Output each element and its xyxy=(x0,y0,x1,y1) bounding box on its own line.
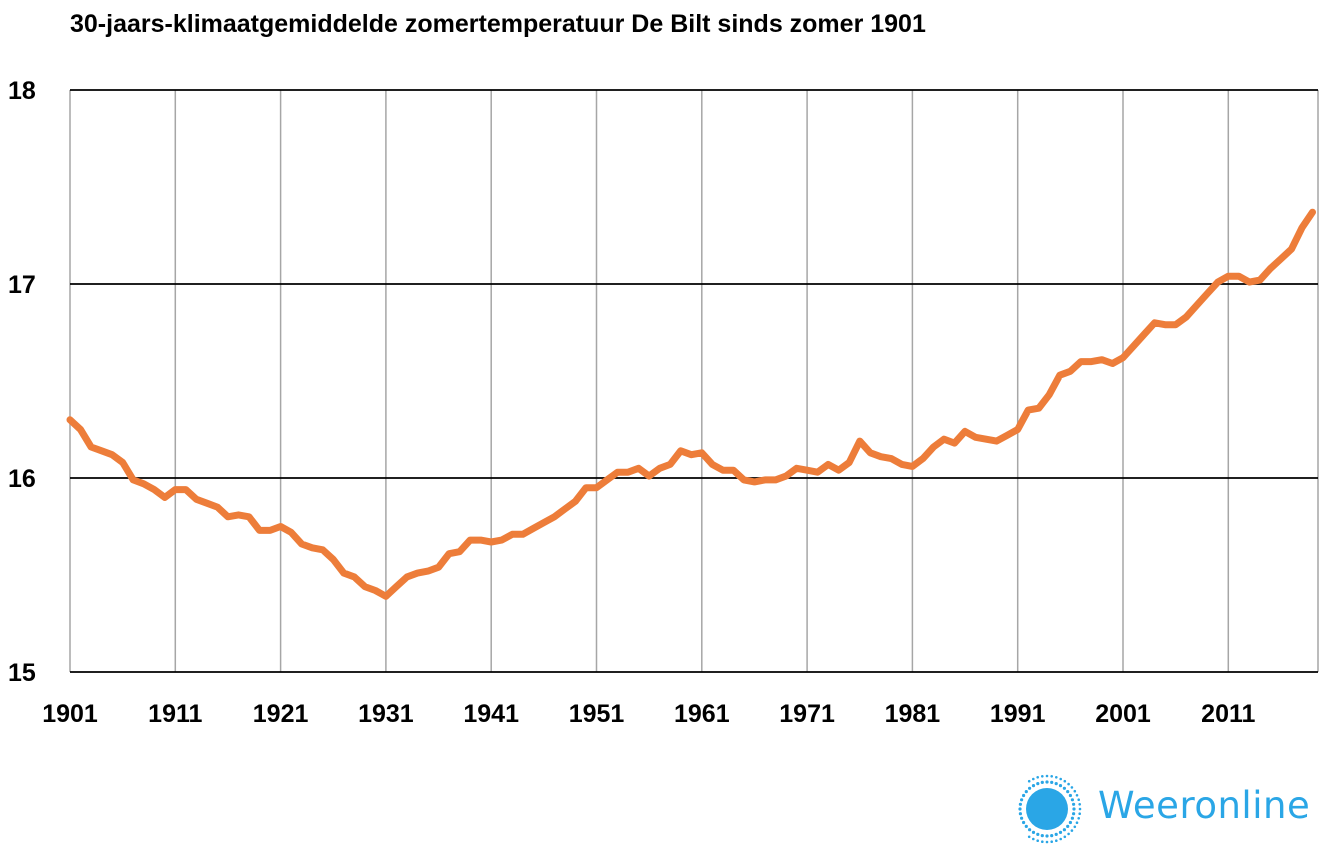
x-tick-label: 1931 xyxy=(358,700,414,728)
sun-ray xyxy=(1070,798,1074,802)
sun-ray xyxy=(1077,798,1080,801)
sun-ray xyxy=(1054,832,1058,836)
sun-ray xyxy=(1045,840,1049,844)
sun-ray xyxy=(1063,835,1067,839)
sun-ray xyxy=(1078,812,1081,815)
sun-logo-icon xyxy=(1018,774,1082,844)
sun-ray xyxy=(1022,793,1026,798)
brand-name: Weeronline xyxy=(1098,784,1311,827)
x-tick-label: 1921 xyxy=(253,700,309,728)
sun-ray xyxy=(1055,776,1058,779)
sun-ray xyxy=(1070,829,1074,832)
sun-ray xyxy=(1059,777,1062,781)
sun-ray xyxy=(1067,782,1070,786)
sun-ray xyxy=(1063,779,1067,783)
sun-ray xyxy=(1036,776,1039,779)
series-line xyxy=(66,208,1316,600)
y-tick-label: 15 xyxy=(8,659,36,687)
sun-ray xyxy=(1058,830,1063,834)
sun-ray xyxy=(1075,821,1079,824)
sun-ray xyxy=(1032,837,1035,841)
sun-ray xyxy=(1050,834,1054,838)
sun-ray xyxy=(1036,782,1040,786)
sun-ray xyxy=(1068,793,1072,798)
sun-ray xyxy=(1022,820,1026,825)
sun-ray xyxy=(1024,824,1028,828)
sun-ray xyxy=(1066,790,1070,794)
sun-ray xyxy=(1045,834,1049,838)
x-tick-label: 2011 xyxy=(1201,700,1255,728)
sun-ray xyxy=(1062,828,1066,832)
series-layer xyxy=(66,208,1316,600)
sun-ray xyxy=(1040,780,1044,784)
sun-ray xyxy=(1050,840,1053,843)
x-tick-label: 1981 xyxy=(885,700,941,728)
x-tick-label: 1901 xyxy=(42,700,98,728)
sun-ray xyxy=(1070,816,1074,820)
sun-ray xyxy=(1078,803,1081,806)
y-tick-label: 17 xyxy=(8,271,36,299)
sun-ray xyxy=(1077,817,1080,820)
x-tick-label: 1961 xyxy=(674,700,730,728)
sun-ray xyxy=(1018,812,1022,816)
weeronline-logo: Weeronline xyxy=(1010,774,1310,844)
sun-ray xyxy=(1062,786,1066,790)
x-tick-label: 1911 xyxy=(148,700,202,728)
sun-ray xyxy=(1050,780,1054,784)
y-tick-label: 16 xyxy=(8,465,36,493)
line-chart: 1901 1911 1921 1931 1941 1951 1961 1971 1981 1991… xyxy=(8,77,1319,728)
vertical-gridlines xyxy=(69,90,1319,672)
sun-ray xyxy=(1020,816,1024,820)
sun-ray xyxy=(1036,832,1040,836)
sun-ray xyxy=(1072,812,1076,816)
sun-ray xyxy=(1045,780,1049,784)
y-tick-label: 18 xyxy=(8,77,36,105)
x-tick-label: 1951 xyxy=(569,700,625,728)
sun-ray xyxy=(1068,820,1072,825)
sun-ray xyxy=(1040,834,1044,838)
sun-ray xyxy=(1031,784,1036,788)
sun-ray xyxy=(1075,794,1079,797)
sun-ray xyxy=(1027,779,1031,783)
sun-ray xyxy=(1073,825,1077,829)
sun-ray xyxy=(1041,840,1044,843)
sun-ray xyxy=(1036,839,1039,842)
sun-ray xyxy=(1041,775,1044,778)
sun-ray xyxy=(1058,784,1063,788)
x-tick-label: 2001 xyxy=(1095,700,1151,728)
x-tick-label: 1991 xyxy=(990,700,1046,728)
y-axis-tick-labels: 15 16 17 18 xyxy=(8,77,36,687)
sun-ray xyxy=(1028,786,1032,790)
sun-ray xyxy=(1050,775,1053,778)
sun-ray xyxy=(1059,837,1062,841)
sun-ray xyxy=(1027,835,1031,839)
sun-ray xyxy=(1024,790,1028,794)
sun-ray xyxy=(1018,807,1022,811)
x-axis-tick-labels: 1901 1911 1921 1931 1941 1951 1961 1971 1981 1991… xyxy=(42,700,1255,728)
horizontal-gridlines xyxy=(70,89,1318,673)
sun-ray xyxy=(1031,830,1036,834)
sun-ray xyxy=(1032,777,1035,781)
sun-ray xyxy=(1055,839,1058,842)
sun-ray xyxy=(1018,802,1022,806)
sun-ray xyxy=(1072,807,1076,811)
sun-ray xyxy=(1066,824,1070,828)
sun-ray xyxy=(1067,832,1070,836)
chart-title: 30-jaars-klimaatgemiddelde zomertemperat… xyxy=(70,10,926,38)
sun-ray xyxy=(1020,798,1024,802)
sun-ray xyxy=(1045,774,1049,778)
sun-ray xyxy=(1054,782,1058,786)
sun-ray xyxy=(1028,828,1032,832)
x-tick-label: 1971 xyxy=(779,700,835,728)
sun-ray xyxy=(1072,802,1076,806)
sun-ray xyxy=(1078,807,1082,811)
x-tick-label: 1941 xyxy=(463,700,519,728)
sun-ray xyxy=(1070,786,1074,789)
sun-ray xyxy=(1073,789,1077,793)
